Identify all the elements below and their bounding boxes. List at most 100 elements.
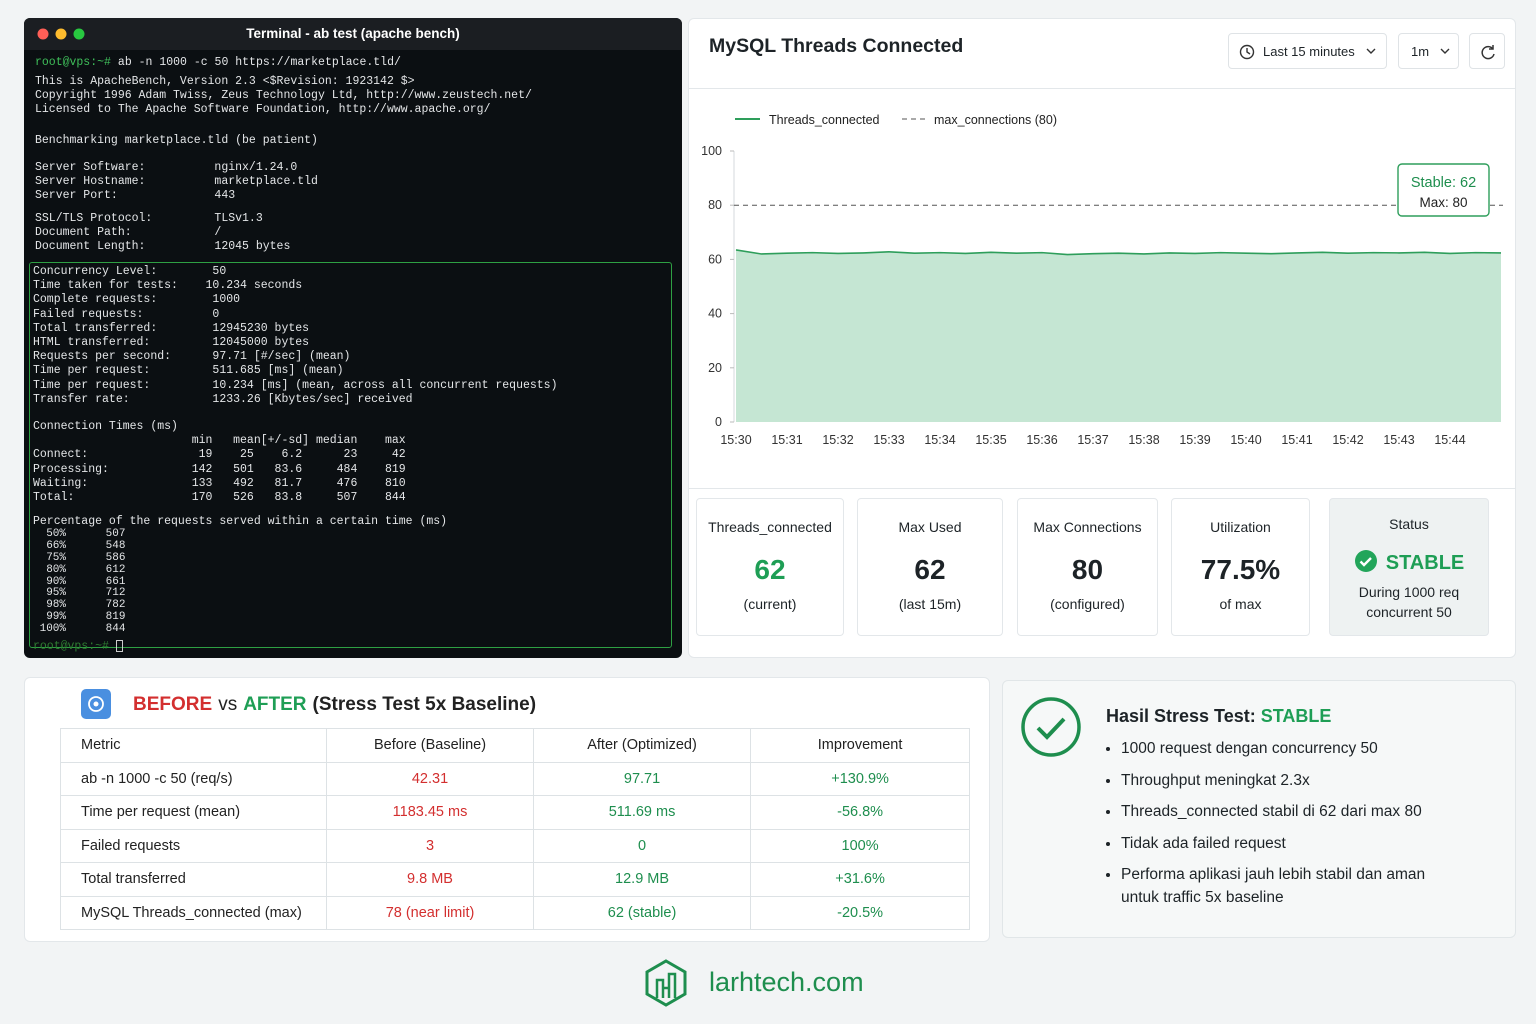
- table-cell: -56.8%: [750, 795, 970, 830]
- table-row: Total transferred 9.8 MB 12.9 MB +31.6%: [59, 862, 970, 897]
- time-range-select[interactable]: Last 15 minutes: [1228, 33, 1387, 69]
- area: [736, 249, 1501, 422]
- output-line: Time taken for tests: 10.234 seconds: [33, 279, 303, 293]
- column-header: Improvement: [750, 728, 970, 763]
- table-cell: 78 (near limit): [326, 895, 534, 930]
- output-line: Processing: 142 501 83.6 484 819: [33, 462, 406, 476]
- output-line: HTML transferred: 12045000 bytes: [33, 335, 310, 349]
- summary-item: Tidak ada failed request: [1121, 832, 1461, 855]
- x-tick-label: 15:42: [1332, 433, 1363, 447]
- title-part: (Stress Test 5x Baseline): [312, 694, 537, 715]
- stat-sub: of max: [1219, 596, 1262, 612]
- output-block: Percentage of the requests served within…: [33, 515, 447, 529]
- stat-value: 62: [754, 554, 786, 585]
- output-line: Connect: 19 25 6.2 23 42: [33, 448, 406, 462]
- comparison-title: BEFORE vs AFTER (Stress Test 5x Baseline): [133, 694, 542, 716]
- output-line: Server Hostname: marketplace.tld: [35, 175, 318, 189]
- stat-value: 62: [914, 554, 946, 585]
- table-cell: 12.9 MB: [532, 862, 752, 897]
- stat-value: 80: [1071, 554, 1104, 585]
- stat-label: Threads_connected: [708, 519, 832, 535]
- summary-item: 1000 request dengan concurrency 50: [1121, 737, 1461, 760]
- refresh-button[interactable]: [1469, 33, 1505, 69]
- interval: 1m: [1411, 44, 1430, 59]
- interval-select[interactable]: 1m: [1398, 33, 1459, 69]
- summary-status: STABLE: [1260, 706, 1332, 726]
- table-cell: 0: [532, 828, 752, 863]
- x-tick-label: 15:32: [822, 433, 853, 447]
- output-block: SSL/TLS Protocol: TLSv1.3 Document Path: …: [35, 212, 290, 255]
- table-cell: -20.5%: [750, 895, 970, 930]
- output-line: 95% 712: [33, 587, 126, 600]
- table-cell: 100%: [750, 828, 970, 863]
- comparison-card: BEFORE vs AFTER (Stress Test 5x Baseline) M…: [24, 677, 990, 942]
- y-tick-label: 0: [715, 415, 722, 429]
- output-line: Copyright 1996 Adam Twiss, Zeus Technolo…: [35, 89, 532, 103]
- x-tick-label: 15:38: [1128, 433, 1159, 447]
- output-line: Document Length: 12045 bytes: [35, 240, 291, 254]
- summary-card: Hasil Stress Test: STABLE 1000 request d…: [1002, 680, 1516, 938]
- stat-card: Threads_connected 62 (current): [696, 498, 844, 636]
- header-row: Metric Before (Baseline) After (Optimized)…: [59, 728, 970, 763]
- summary-list: 1000 request dengan concurrency 50 Throug…: [1103, 737, 1461, 918]
- output-line: Concurrency Level: 50: [33, 265, 227, 278]
- output-line: Requests per second: 97.71 [#/sec] (mean…: [33, 350, 351, 364]
- status-icon: [1354, 550, 1377, 572]
- table-cell: 3: [326, 828, 534, 863]
- highlight-box: [29, 262, 672, 648]
- stat-card: Max Used 62 (last 15m): [857, 498, 1003, 636]
- stat-label: Status: [1389, 516, 1429, 532]
- x-tick-label: 15:31: [771, 433, 802, 447]
- output-line: SSL/TLS Protocol: TLSv1.3: [35, 212, 263, 225]
- x-tick-label: 15:33: [873, 433, 904, 447]
- annotation: Stable: 62: [1411, 175, 1476, 191]
- title-bar: [24, 18, 682, 50]
- legend-label: Threads_connected: [769, 113, 880, 127]
- title-part: AFTER: [243, 694, 307, 715]
- output-line: Transfer rate: 1233.26 [Kbytes/sec] rece…: [33, 392, 413, 406]
- terminal-title: Terminal - ab test (apache bench): [246, 26, 460, 41]
- table-row: MySQL Threads_connected (max) 78 (near li…: [59, 895, 970, 930]
- output-line: Benchmarking marketplace.tld (be patient…: [35, 134, 318, 147]
- panel-title: MySQL Threads Connected: [709, 35, 964, 57]
- table-row: Failed requests 3 0 100%: [59, 828, 970, 863]
- stat-sub: (configured): [1050, 596, 1125, 612]
- output-line: min mean[+/-sd] median max: [33, 434, 406, 448]
- column-header: After (Optimized): [532, 728, 752, 763]
- output-line: Failed requests: 0: [33, 307, 220, 321]
- output-block: Server Software: nginx/1.24.0 Server Host…: [35, 161, 318, 204]
- x-tick-label: 15:40: [1230, 433, 1261, 447]
- table-cell: Time per request (mean): [59, 795, 328, 830]
- table-row: ab -n 1000 -c 50 (req/s) 42.31 97.71 +130.9…: [59, 761, 970, 796]
- table-cell: MySQL Threads_connected (max): [59, 895, 328, 930]
- summary-item: Threads_connected stabil di 62 dari max …: [1121, 800, 1461, 823]
- stat-card: Max Connections 80 (configured): [1017, 498, 1158, 636]
- cursor: [115, 640, 123, 652]
- window-buttons: [37, 28, 85, 40]
- legend-label: max_connections (80): [934, 113, 1057, 127]
- output-line: Percentage of the requests served within…: [33, 515, 448, 528]
- x-tick-label: 15:39: [1179, 433, 1210, 447]
- x-tick-label: 15:35: [975, 433, 1006, 447]
- output-line: Licensed to The Apache Software Foundati…: [35, 103, 491, 117]
- y-tick-label: 80: [708, 198, 722, 212]
- output-line: Total transferred: 12945230 bytes: [33, 321, 310, 335]
- chart-area: [689, 88, 1515, 489]
- table-cell: 97.71: [532, 761, 752, 796]
- stat-label: Max Connections: [1033, 519, 1142, 535]
- y-tick-label: 40: [708, 307, 722, 321]
- table-cell: 62 (stable): [532, 895, 752, 930]
- table-cell: +31.6%: [750, 862, 970, 897]
- time-range: Last 15 minutes: [1263, 44, 1355, 59]
- stat-sub: During 1000 req concurrent 50: [1358, 584, 1460, 620]
- table-cell: 1183.45 ms: [326, 795, 534, 830]
- stat-sub: (current): [743, 596, 797, 612]
- comparison-icon: [81, 689, 111, 719]
- table-cell: Total transferred: [59, 862, 328, 897]
- annotation: Max: 80: [1419, 195, 1467, 210]
- annotation-box: [1397, 163, 1490, 217]
- output-line: 99% 819: [33, 611, 126, 624]
- chart: 0 20 40 60 80 100 15:30 15:31 15:32 15:33 15:34 15:…: [701, 113, 1503, 447]
- stat-sub: (last 15m): [898, 596, 962, 612]
